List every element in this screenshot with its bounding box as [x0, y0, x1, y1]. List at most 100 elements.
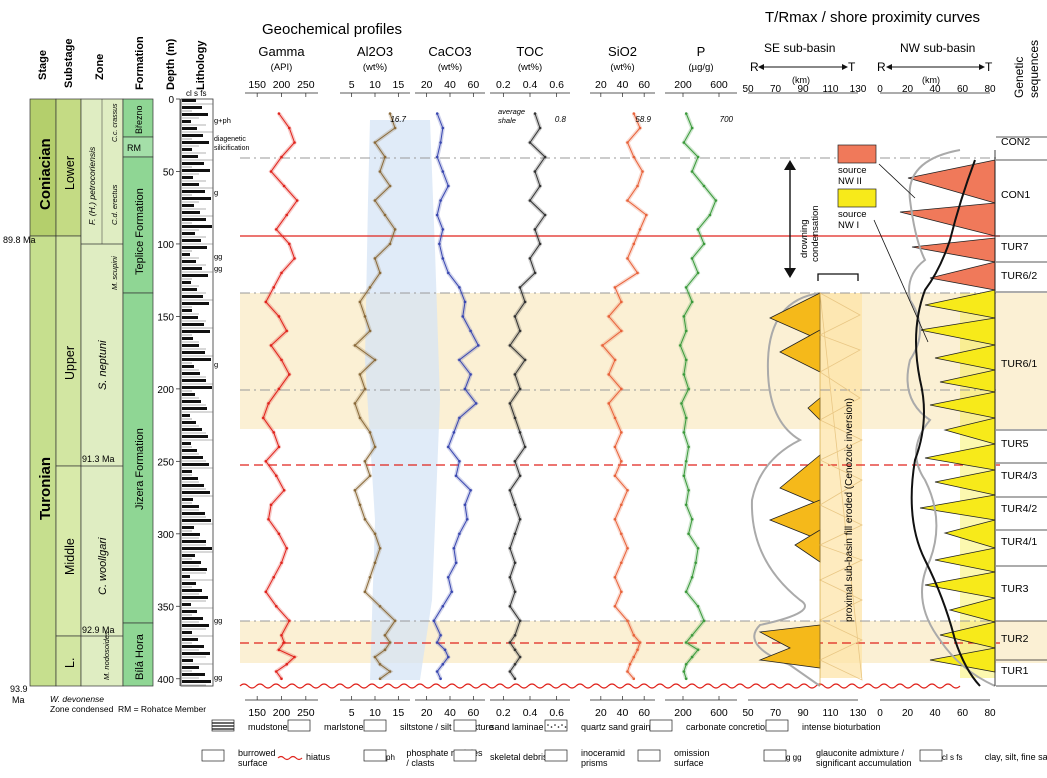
nw-yellow-triangles [919, 289, 996, 673]
nw-km: (km) [922, 75, 940, 85]
data-point-gamma [269, 344, 273, 347]
data-point-p [687, 445, 690, 449]
depth-tick-label: 150 [157, 312, 174, 323]
nw-tick-bottom: 20 [902, 708, 914, 719]
track-tick-top: 200 [273, 79, 291, 91]
data-point-al2o3 [368, 474, 372, 478]
data-point-caco3 [447, 184, 450, 188]
data-point-al2o3 [388, 184, 392, 188]
track-tick-bottom: 250 [297, 707, 315, 719]
data-point-caco3 [454, 561, 458, 565]
nw-tick-top: 80 [984, 84, 996, 95]
data-point-al2o3 [358, 300, 362, 304]
track-tick-top: 20 [595, 79, 607, 91]
legend-swatch [453, 749, 477, 762]
data-point-sio2 [613, 416, 617, 420]
track-tick-bottom: 20 [421, 707, 433, 719]
data-point-al2o3 [368, 329, 372, 333]
data-point-p [682, 431, 686, 434]
depth-tick-label: 50 [163, 167, 175, 178]
depth-tick-label: 400 [157, 675, 174, 686]
lith-layer [182, 225, 212, 228]
lith-layer [182, 624, 209, 627]
data-point-caco3 [447, 655, 450, 659]
se-tick-top: 110 [823, 84, 839, 95]
data-point-sio2 [620, 503, 623, 507]
formation-teplice: Teplice Formation [134, 188, 146, 275]
zone-erectus: C.d. erectus [110, 184, 119, 225]
data-point-caco3 [447, 445, 450, 449]
data-point-gamma [288, 619, 291, 623]
lith-layer [182, 575, 190, 578]
lith-layer [182, 393, 195, 396]
lith-layer [182, 526, 194, 529]
depth-tick-label: 250 [157, 457, 174, 468]
lithology-heading: Lithology [195, 40, 207, 90]
data-point-p [684, 358, 688, 362]
legend-label: hiatus [306, 752, 331, 762]
data-point-toc [513, 677, 517, 681]
data-point-p [702, 619, 706, 623]
track-tick-bottom: 600 [710, 707, 728, 719]
data-point-toc [533, 271, 537, 275]
data-point-gamma [285, 663, 289, 666]
geochem-tracks [261, 112, 719, 681]
legend-swatch [287, 719, 311, 732]
lith-mark-diagenetic: diagenetic [214, 136, 246, 143]
stage-turonian-box [29, 235, 57, 687]
data-point-al2o3 [378, 170, 382, 173]
source-nw1-label-2: NW I [838, 220, 859, 231]
data-point-sio2 [626, 141, 629, 144]
source-legend [784, 144, 929, 343]
stage-coniacian-box [29, 98, 57, 237]
data-point-gamma [280, 561, 283, 565]
substage-lower-box [55, 98, 82, 237]
data-point-al2o3 [393, 619, 397, 623]
track-unit-caco3: (wt%) [438, 62, 462, 73]
data-point-caco3 [477, 344, 480, 347]
se-tick-top: 70 [770, 84, 782, 95]
data-point-p [690, 126, 694, 130]
source-nw2-label-1: source [838, 165, 867, 176]
data-point-p [708, 213, 712, 217]
data-point-al2o3 [358, 416, 362, 420]
data-point-caco3 [438, 242, 441, 246]
legend-label: carbonate concretions [686, 722, 775, 732]
legend: mudstone marlstone siltstone / silt admixt… [201, 719, 1047, 768]
data-point-caco3 [461, 315, 465, 318]
nw-tick-top: 40 [929, 84, 941, 95]
genetic-heading-1: Genetic [1012, 57, 1026, 98]
data-point-al2o3 [368, 286, 372, 289]
data-point-toc [513, 503, 517, 507]
substage-L: L. [63, 658, 77, 668]
data-point-gamma [288, 126, 291, 130]
data-point-al2o3 [388, 242, 392, 246]
data-point-caco3 [435, 155, 439, 159]
data-point-caco3 [443, 648, 447, 652]
track-tick-top: 60 [467, 79, 479, 91]
data-point-toc [508, 576, 512, 579]
track-note-average: average [498, 107, 525, 116]
data-point-sio2 [607, 373, 611, 376]
lith-layer [182, 435, 208, 438]
data-point-gamma [277, 532, 281, 536]
data-point-p [687, 489, 690, 492]
data-point-al2o3 [358, 373, 362, 376]
data-point-caco3 [474, 402, 478, 405]
data-point-toc [518, 518, 522, 521]
lith-markers: g+ph diagenetic silicification g gg gg g… [214, 116, 250, 682]
lith-layer [182, 400, 201, 403]
data-point-p [696, 547, 700, 550]
data-point-sio2 [632, 677, 636, 681]
data-point-sio2 [638, 228, 642, 231]
data-point-al2o3 [373, 358, 377, 362]
depth-tick-label: 350 [157, 602, 174, 613]
data-point-p [687, 387, 690, 391]
stage-turonian: Turonian [37, 457, 54, 520]
data-point-gamma [275, 670, 278, 673]
data-point-sio2 [620, 431, 623, 434]
data-point-al2o3 [368, 431, 372, 434]
lith-layer [182, 638, 198, 641]
track-annotation-toc: 0.8 [555, 115, 567, 124]
